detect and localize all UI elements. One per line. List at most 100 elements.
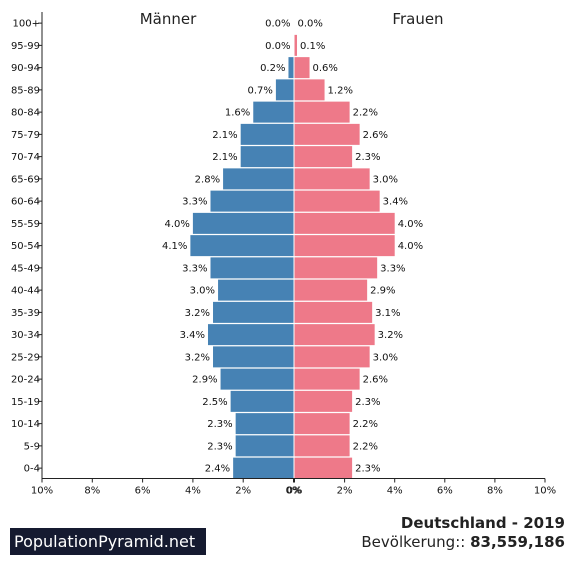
age-group-label: 45-49 — [11, 263, 40, 274]
population-label: Bevölkerung:: — [361, 533, 465, 551]
age-group-label: 25-29 — [11, 352, 40, 363]
male-bar — [241, 146, 294, 167]
country-year-title: Deutschland - 2019 — [401, 514, 565, 532]
male-bar — [236, 435, 294, 456]
age-group-label: 55-59 — [11, 219, 40, 230]
female-bar — [295, 435, 350, 456]
age-group-label: 80-84 — [11, 108, 40, 119]
male-value-label: 0.0% — [265, 41, 290, 52]
male-series-title: Männer — [140, 10, 197, 28]
age-group-label: 10-14 — [11, 419, 40, 430]
age-group-label: 60-64 — [11, 197, 40, 208]
male-value-label: 2.3% — [207, 419, 232, 430]
x-tick-label: 10% — [31, 486, 53, 497]
male-value-label: 0.7% — [247, 85, 272, 96]
male-bar — [253, 102, 293, 123]
age-group-label: 70-74 — [11, 152, 40, 163]
male-bar — [218, 280, 293, 301]
female-value-label: 2.3% — [355, 464, 380, 475]
age-group-label: 0-4 — [24, 464, 40, 475]
male-value-label: 3.2% — [185, 308, 210, 319]
male-value-label: 3.0% — [190, 286, 215, 297]
male-value-label: 3.3% — [182, 263, 207, 274]
male-bar — [208, 324, 294, 345]
male-bar — [223, 168, 293, 189]
male-bar — [190, 235, 293, 256]
x-tick-label: 2% — [337, 486, 353, 497]
x-tick-label: 10% — [534, 486, 556, 497]
male-bar — [213, 346, 293, 367]
female-bar — [295, 124, 360, 145]
male-bar — [288, 57, 293, 78]
age-group-label: 95-99 — [11, 41, 40, 52]
female-bars — [295, 35, 395, 479]
age-group-label: 100+ — [13, 19, 40, 30]
age-group-label: 50-54 — [11, 241, 40, 252]
female-bar — [295, 79, 325, 100]
age-group-label: 30-34 — [11, 330, 40, 341]
age-group-label: 90-94 — [11, 63, 40, 74]
age-group-label: 75-79 — [11, 130, 40, 141]
female-bar — [295, 257, 378, 278]
female-bar — [295, 213, 395, 234]
female-value-label: 1.2% — [328, 85, 353, 96]
female-value-label: 2.3% — [355, 397, 380, 408]
population-line: Bevölkerung:: 83,559,186 — [361, 533, 565, 551]
population-value: 83,559,186 — [470, 533, 565, 551]
male-bar — [241, 124, 294, 145]
male-value-label: 2.1% — [212, 152, 237, 163]
population-pyramid-chart: 0.0% 0.0% 0.0% 0.1% 0.2% 0.6% 0.7% 1.2% 1.6% 2.2%… — [0, 0, 575, 500]
male-bar — [276, 79, 294, 100]
male-bar — [211, 257, 294, 278]
female-value-label: 2.3% — [355, 152, 380, 163]
male-value-label: 3.4% — [180, 330, 205, 341]
female-value-label: 3.4% — [383, 197, 408, 208]
male-bar — [231, 391, 294, 412]
male-value-label: 2.4% — [205, 464, 230, 475]
female-bar — [295, 102, 350, 123]
age-group-label: 85-89 — [11, 85, 40, 96]
male-value-label: 2.8% — [195, 174, 220, 185]
male-bar — [221, 369, 294, 390]
age-group-label: 35-39 — [11, 308, 40, 319]
male-bar — [236, 413, 294, 434]
female-bar — [295, 391, 353, 412]
female-bar — [295, 146, 353, 167]
female-value-label: 0.0% — [298, 19, 323, 30]
male-value-label: 0.0% — [265, 19, 290, 30]
female-value-label: 2.9% — [370, 286, 395, 297]
age-group-labels: 100+ 95-99 90-94 85-89 80-84 75-79 70-74 65-69 6… — [11, 19, 40, 475]
female-value-label: 2.6% — [363, 375, 388, 386]
x-tick-label: 8% — [84, 486, 100, 497]
female-bar — [295, 346, 370, 367]
female-value-label: 2.2% — [353, 419, 378, 430]
female-value-label: 0.1% — [300, 41, 325, 52]
male-value-label: 2.3% — [207, 441, 232, 452]
female-value-label: 3.3% — [380, 263, 405, 274]
female-value-label: 3.1% — [375, 308, 400, 319]
female-bar — [295, 280, 368, 301]
age-group-label: 15-19 — [11, 397, 40, 408]
female-value-label: 3.2% — [378, 330, 403, 341]
x-tick-label: 6% — [437, 486, 453, 497]
male-value-label: 1.6% — [225, 108, 250, 119]
female-bar — [295, 168, 370, 189]
x-tick-label: 8% — [487, 486, 503, 497]
x-tick-label: 4% — [185, 486, 201, 497]
female-bar — [295, 57, 310, 78]
male-bar — [213, 302, 293, 323]
x-tick-label: 4% — [387, 486, 403, 497]
female-bar — [295, 369, 360, 390]
female-bar — [295, 235, 395, 256]
age-group-label: 65-69 — [11, 174, 40, 185]
brand-logo: PopulationPyramid.net — [10, 528, 206, 555]
female-value-label: 2.2% — [353, 441, 378, 452]
male-value-label: 4.0% — [164, 219, 189, 230]
male-bar — [233, 458, 293, 479]
male-value-label: 2.5% — [202, 397, 227, 408]
female-value-label: 3.0% — [373, 174, 398, 185]
male-value-label: 3.3% — [182, 197, 207, 208]
female-bar — [295, 302, 373, 323]
female-bar — [295, 413, 350, 434]
male-value-label: 2.9% — [192, 375, 217, 386]
